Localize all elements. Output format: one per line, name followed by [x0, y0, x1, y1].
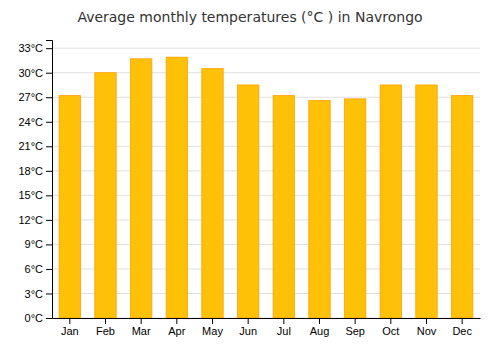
y-tick-mark — [46, 48, 52, 49]
x-tick: Jul — [277, 318, 291, 337]
x-tick-mark — [141, 318, 142, 324]
x-tick-label: Sep — [345, 325, 365, 337]
y-tick: 3°C — [25, 287, 52, 299]
x-tick-label: May — [202, 325, 223, 337]
y-tick: 21°C — [18, 140, 52, 152]
y-tick-mark — [46, 318, 52, 319]
x-tick-mark — [105, 318, 106, 324]
x-tick-mark — [426, 318, 427, 324]
x-tick-label: Jan — [61, 325, 79, 337]
y-tick-mark — [46, 269, 52, 270]
x-tick-mark — [462, 318, 463, 324]
y-tick-label: 21°C — [18, 140, 43, 152]
y-tick-label: 3°C — [25, 287, 44, 299]
x-tick-label: Oct — [382, 325, 399, 337]
bar — [95, 73, 116, 318]
x-tick-label: Apr — [168, 325, 185, 337]
y-tick-mark — [46, 293, 52, 294]
bar — [380, 85, 401, 318]
bar — [416, 85, 437, 318]
y-tick-label: 33°C — [18, 42, 43, 54]
bar — [451, 96, 472, 318]
x-tick-mark — [390, 318, 391, 324]
y-tick: 33°C — [18, 42, 52, 54]
x-tick-label: Jul — [277, 325, 291, 337]
y-tick-label: 18°C — [18, 165, 43, 177]
x-tick: Jun — [239, 318, 257, 337]
bar — [130, 59, 151, 318]
y-tick: 18°C — [18, 165, 52, 177]
y-tick-label: 6°C — [25, 263, 44, 275]
x-axis-line — [53, 318, 481, 319]
bars — [59, 57, 473, 318]
x-tick: Nov — [417, 318, 437, 337]
x-tick: Feb — [96, 318, 115, 337]
bar — [166, 57, 187, 318]
grid-line — [52, 48, 480, 49]
x-axis: Jan Feb Mar Apr May Jun Jul Aug Sep Oct Nov Dec — [53, 318, 481, 337]
x-tick-label: Nov — [417, 325, 437, 337]
y-tick-mark — [46, 195, 52, 196]
bar — [309, 101, 330, 318]
x-tick-mark — [248, 318, 249, 324]
y-tick: 12°C — [18, 214, 52, 226]
bar — [344, 99, 365, 318]
y-tick-label: 9°C — [25, 238, 44, 250]
y-tick: 0°C — [25, 312, 52, 324]
y-tick-label: 27°C — [18, 91, 43, 103]
chart: Average monthly temperatures (°C ) in Na… — [0, 0, 500, 350]
x-tick: May — [202, 318, 223, 337]
x-tick-label: Dec — [452, 325, 472, 337]
x-tick: Jan — [61, 318, 79, 337]
y-tick: 30°C — [18, 67, 52, 79]
x-tick: Aug — [310, 318, 330, 337]
y-axis: 0°C 3°C 6°C 9°C 12°C 15°C 18°C 21°C 24°C 27°C 30°C… — [18, 41, 52, 325]
y-tick: 24°C — [18, 116, 52, 128]
x-tick-mark — [69, 318, 70, 324]
x-tick-label: Feb — [96, 325, 115, 337]
y-tick-label: 12°C — [18, 214, 43, 226]
x-tick-mark — [212, 318, 213, 324]
y-tick-label: 0°C — [25, 312, 44, 324]
y-tick-label: 15°C — [18, 189, 43, 201]
x-tick-label: Jun — [239, 325, 257, 337]
y-tick-mark — [46, 122, 52, 123]
y-tick-label: 24°C — [18, 116, 43, 128]
x-tick-mark — [355, 318, 356, 324]
x-tick: Apr — [168, 318, 185, 337]
plot: Jan Feb Mar Apr May Jun Jul Aug Sep Oct Nov Dec 0°C 3… — [18, 41, 480, 337]
grid — [52, 48, 480, 318]
x-tick: Oct — [382, 318, 399, 337]
y-tick-mark — [46, 220, 52, 221]
y-tick: 15°C — [18, 189, 52, 201]
y-tick-mark — [46, 244, 52, 245]
x-tick: Mar — [132, 318, 151, 337]
x-tick-mark — [319, 318, 320, 324]
title: Average monthly temperatures (°C ) in Na… — [77, 9, 422, 25]
y-tick: 27°C — [18, 91, 52, 103]
x-tick: Dec — [452, 318, 472, 337]
bar — [59, 96, 80, 318]
bar — [237, 85, 258, 318]
x-tick-label: Aug — [310, 325, 330, 337]
bar — [273, 96, 294, 318]
x-tick-label: Mar — [132, 325, 151, 337]
y-tick-mark — [46, 171, 52, 172]
x-tick-mark — [283, 318, 284, 324]
bar — [202, 69, 223, 318]
y-tick: 9°C — [25, 238, 52, 250]
y-tick-mark — [46, 73, 52, 74]
x-tick: Sep — [345, 318, 365, 337]
y-tick: 6°C — [25, 263, 52, 275]
y-axis-line — [46, 41, 53, 319]
y-tick-mark — [46, 97, 52, 98]
y-tick-label: 30°C — [18, 67, 43, 79]
y-tick-mark — [46, 146, 52, 147]
x-tick-mark — [176, 318, 177, 324]
